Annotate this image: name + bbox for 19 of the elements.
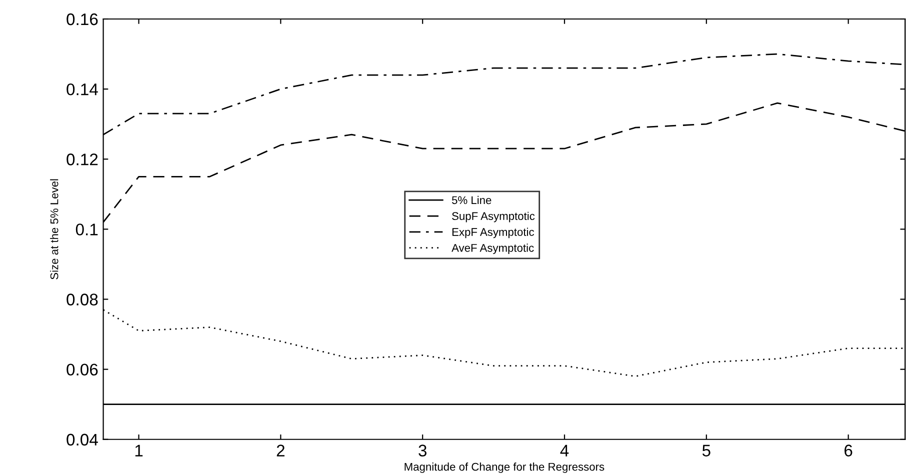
x-tick-label: 3: [418, 444, 426, 456]
y-tick-label: 0.08: [66, 294, 98, 306]
x-axis-title: Magnitude of Change for the Regressors: [404, 462, 604, 473]
y-tick-label: 0.04: [66, 434, 98, 446]
legend-label: ExpF Asymptotic: [452, 228, 534, 238]
x-tick-label: 6: [844, 444, 852, 456]
y-tick-label: 0.16: [66, 13, 98, 26]
x-tick-label: 2: [276, 444, 284, 456]
y-tick-label: 0.06: [66, 364, 98, 376]
y-tick-label: 0.1: [76, 224, 98, 236]
x-tick-label: 1: [135, 444, 143, 456]
y-tick-label: 0.12: [66, 154, 98, 166]
x-tick-label: 5: [702, 444, 710, 456]
y-tick-label: 0.14: [66, 83, 98, 96]
legend-label: AveF Asymptotic: [452, 244, 534, 254]
x-tick-label: 4: [560, 444, 569, 456]
legend-label: 5% Line: [452, 196, 492, 204]
legend-label: SupF Asymptotic: [452, 212, 535, 222]
y-axis-title: Size at the 5% Level: [50, 179, 58, 280]
